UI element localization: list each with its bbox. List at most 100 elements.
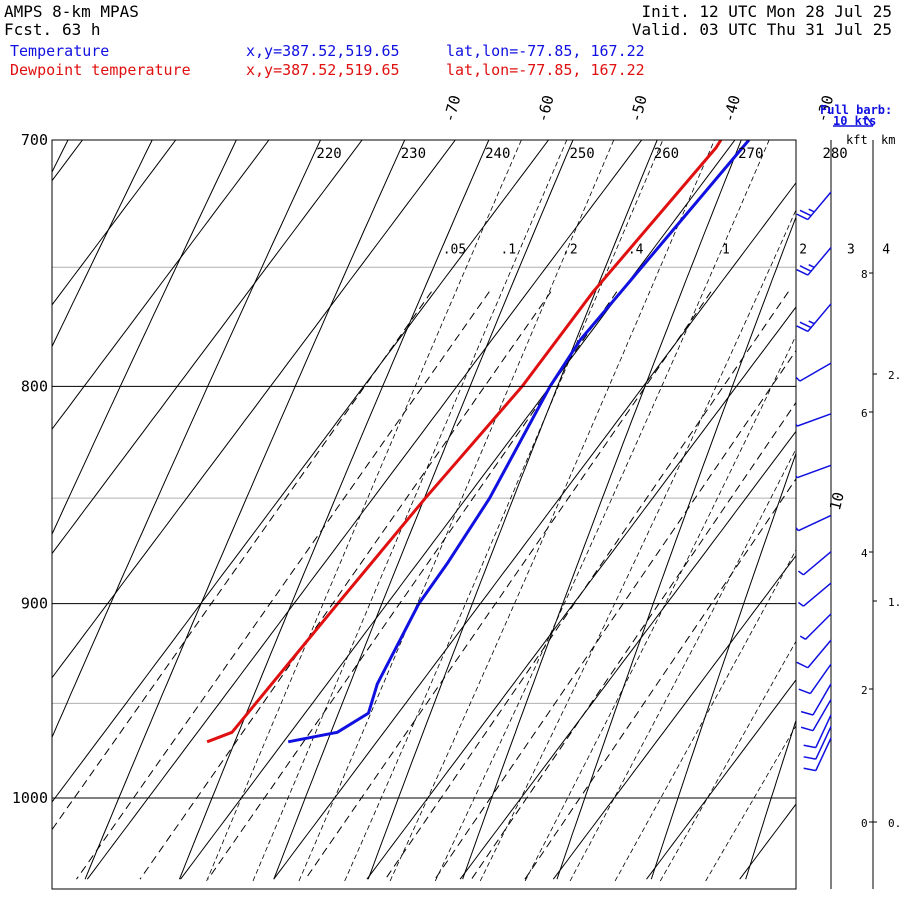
isotherm-line	[52, 140, 550, 803]
dewpoint-legend-latlon: lat,lon=-77.85, 167.22	[446, 61, 645, 79]
barb-staff	[815, 737, 832, 771]
temperature-legend-latlon: lat,lon=-77.85, 167.22	[446, 42, 645, 60]
isotherm-line	[52, 140, 270, 431]
barb-flag	[796, 474, 798, 479]
kft-tick-label: 6	[861, 407, 868, 420]
isotherm-line	[552, 554, 796, 880]
wind-barb	[796, 413, 832, 427]
km-tick-label: 2.	[888, 369, 900, 382]
dry-adiabat-line	[52, 140, 153, 348]
kft-tick-label: 8	[861, 268, 868, 281]
mixing-ratio-line	[52, 291, 432, 831]
moist-adiabat-line	[344, 140, 664, 882]
km-tick-label: 0.	[888, 817, 900, 830]
barb-staff	[815, 726, 832, 760]
wind-barb	[796, 303, 832, 333]
barb-staff	[802, 551, 832, 576]
moist-adiabat-line	[479, 208, 796, 882]
barb-half-flag	[808, 208, 815, 213]
isotherm-label: -50	[626, 93, 650, 124]
forecast-label: Fcst.	[4, 20, 53, 39]
moist-adiabat-line	[434, 140, 770, 882]
mixing-ratio-line	[471, 401, 796, 880]
isotherm-line	[273, 181, 796, 880]
dewpoint-profile-line	[206, 140, 723, 744]
barb-flag	[803, 767, 816, 772]
kft-tick-label: 0	[861, 817, 868, 830]
isotherm-line	[646, 679, 796, 880]
dry-adiabat-line	[556, 215, 796, 880]
barb-half-flag	[799, 635, 806, 640]
mixing-ratio-label: .4	[628, 242, 644, 257]
barb-flag	[796, 325, 809, 333]
wind-barb	[796, 191, 832, 221]
isotherm-line	[459, 430, 796, 880]
isotherm-label: -40	[720, 93, 744, 124]
dry-adiabat-line	[84, 140, 406, 880]
pressure-label: 700	[21, 131, 48, 149]
wind-barb	[797, 551, 832, 576]
barb-half-flag	[808, 320, 815, 325]
dry-adiabat-line	[840, 114, 900, 880]
mixing-ratio-label: .05	[443, 242, 466, 257]
barb-flag	[796, 213, 809, 221]
dry-adiabat-line	[367, 140, 658, 880]
dry-adiabat-label: 260	[654, 146, 679, 162]
barb-staff	[796, 413, 832, 427]
kft-tick-label: 4	[861, 547, 868, 560]
full-barb-legend: Full barb:	[820, 103, 892, 117]
km-label: km	[881, 133, 895, 147]
dry-adiabat-label: 220	[316, 146, 341, 162]
wind-barb	[803, 726, 832, 760]
temperature-profile-line	[287, 140, 751, 744]
mixing-ratio-line	[76, 291, 490, 880]
barb-half-flag	[808, 264, 815, 269]
mixing-ratio-line	[524, 478, 796, 880]
moist-adiabat-line	[298, 140, 615, 882]
isotherm-label: 10	[826, 490, 848, 512]
isotherm-label: -70	[440, 93, 464, 124]
mixing-ratio-label: .1	[500, 242, 516, 257]
init-time: Init. 12 UTC Mon 28 Jul 25	[641, 2, 892, 21]
plot-frame	[51, 139, 797, 890]
moist-adiabat-line	[614, 549, 796, 882]
dry-adiabat-line	[745, 718, 796, 880]
kft-tick-label: 2	[861, 684, 868, 697]
barb-staff	[805, 613, 832, 640]
barb-staff	[809, 663, 832, 695]
isotherm-label: -60	[533, 93, 557, 124]
wind-barb	[797, 582, 832, 607]
mixing-ratio-line	[139, 291, 552, 880]
kft-label: kft	[846, 133, 868, 147]
barb-flag	[799, 321, 812, 329]
barb-flag	[796, 423, 798, 427]
barb-flag	[800, 726, 814, 732]
wind-barb	[796, 514, 832, 532]
mixing-ratio-label: 4	[882, 242, 890, 257]
wind-barbs	[796, 191, 832, 772]
moist-adiabat-line	[659, 640, 796, 882]
barb-staff	[812, 683, 832, 716]
wind-barb	[796, 639, 832, 669]
barb-staff	[802, 582, 832, 607]
barb-flag	[799, 209, 812, 217]
moist-adiabat-line	[389, 140, 715, 882]
wind-barb	[798, 663, 832, 695]
wind-barb	[799, 613, 832, 640]
barb-staff	[807, 247, 832, 276]
isotherm-line	[52, 140, 84, 182]
barb-flag	[803, 744, 816, 749]
mixing-ratio-line	[434, 349, 796, 880]
temperature-legend-xy: x,y=387.52,519.65	[246, 42, 400, 60]
barb-flag	[796, 376, 801, 382]
dewpoint-legend-label: Dewpoint temperature	[10, 61, 191, 79]
barb-staff	[796, 464, 832, 479]
isotherm-line	[52, 140, 177, 306]
dry-adiabat-line	[52, 140, 237, 536]
barb-staff	[799, 362, 832, 382]
mixing-ratio-label: 2	[799, 242, 807, 257]
isotherm-line	[52, 140, 456, 679]
wind-barb	[796, 464, 832, 479]
valid-time: Valid. 03 UTC Thu 31 Jul 25	[631, 20, 892, 39]
